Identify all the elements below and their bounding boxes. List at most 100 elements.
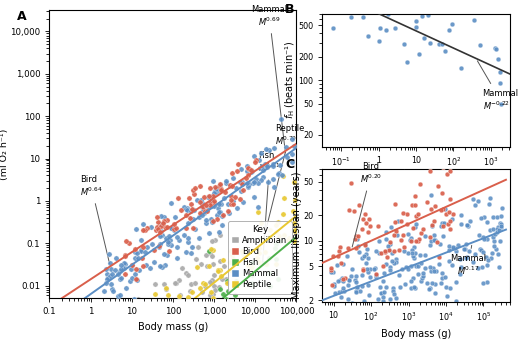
Point [166, 200, 175, 206]
Point [348, 266, 357, 271]
Point [226, 267, 234, 272]
Point [388, 251, 397, 256]
Point [361, 211, 369, 217]
Point [192, 309, 200, 314]
Point [204, 205, 212, 210]
Point [248, 261, 256, 266]
Point [177, 207, 185, 213]
Point [182, 271, 190, 276]
Point [160, 214, 168, 220]
Point [491, 231, 499, 236]
Y-axis label: Basal metabolic rate
(ml O₂ h⁻¹): Basal metabolic rate (ml O₂ h⁻¹) [0, 105, 9, 204]
Point [197, 261, 205, 267]
Point [428, 265, 437, 270]
Point [244, 166, 252, 171]
Point [157, 228, 165, 234]
Point [168, 225, 176, 231]
Point [349, 305, 357, 310]
Point [496, 69, 504, 74]
Point [244, 173, 252, 178]
Point [350, 277, 359, 283]
Point [387, 2, 395, 8]
Point [154, 318, 163, 324]
Point [477, 248, 485, 253]
Point [157, 223, 165, 228]
Point [366, 223, 374, 229]
Point [331, 318, 340, 323]
Point [154, 226, 162, 232]
Y-axis label: $f_{\mathrm{H}}$ (beats min⁻¹): $f_{\mathrm{H}}$ (beats min⁻¹) [283, 41, 297, 119]
Point [421, 265, 429, 270]
Point [227, 201, 235, 207]
Point [363, 283, 372, 288]
Point [437, 223, 445, 229]
Point [275, 234, 283, 239]
Point [209, 178, 217, 183]
Point [428, 222, 436, 228]
Point [227, 183, 236, 189]
Point [205, 203, 214, 208]
Point [216, 187, 225, 192]
Point [157, 213, 165, 219]
Point [353, 284, 361, 290]
Point [206, 201, 214, 206]
Point [438, 220, 446, 225]
Point [374, 310, 383, 315]
Point [340, 262, 348, 267]
Point [390, 232, 398, 238]
Point [131, 250, 139, 255]
Point [353, 285, 361, 291]
Point [435, 41, 444, 46]
Point [412, 18, 420, 24]
Point [117, 275, 125, 281]
Point [426, 286, 434, 291]
Point [198, 203, 206, 208]
Point [384, 308, 393, 314]
Point [485, 202, 493, 207]
Point [363, 34, 372, 39]
Point [127, 263, 136, 268]
Point [347, 300, 356, 305]
Point [112, 255, 120, 261]
Point [215, 229, 224, 234]
Point [188, 289, 197, 295]
Point [431, 282, 439, 287]
Point [203, 326, 211, 331]
Point [416, 181, 424, 187]
Point [120, 260, 128, 266]
Point [238, 179, 246, 184]
Point [128, 263, 136, 268]
Point [248, 168, 256, 174]
Point [430, 268, 438, 273]
Point [355, 249, 363, 255]
Point [127, 337, 136, 341]
Point [198, 210, 206, 215]
Text: Fish
$M^{0.81}$: Fish $M^{0.81}$ [258, 151, 281, 263]
Point [160, 281, 168, 286]
Point [187, 201, 196, 206]
Point [186, 288, 194, 294]
Point [199, 208, 207, 213]
Point [198, 289, 206, 295]
Point [486, 195, 494, 201]
Point [171, 280, 179, 286]
Point [154, 219, 162, 225]
Point [457, 264, 465, 269]
Point [359, 217, 367, 222]
Point [249, 180, 257, 186]
Point [182, 249, 190, 254]
Text: Bird
$M^{0.64}$: Bird $M^{0.64}$ [80, 175, 110, 264]
Point [493, 214, 501, 220]
Point [162, 316, 171, 321]
Point [446, 196, 454, 202]
Point [443, 293, 451, 299]
Point [137, 237, 146, 243]
Point [434, 183, 442, 189]
Point [165, 340, 173, 341]
Point [360, 253, 368, 258]
Point [192, 256, 200, 262]
Point [265, 147, 273, 153]
Point [208, 204, 216, 209]
Point [150, 307, 159, 313]
Point [248, 265, 256, 270]
